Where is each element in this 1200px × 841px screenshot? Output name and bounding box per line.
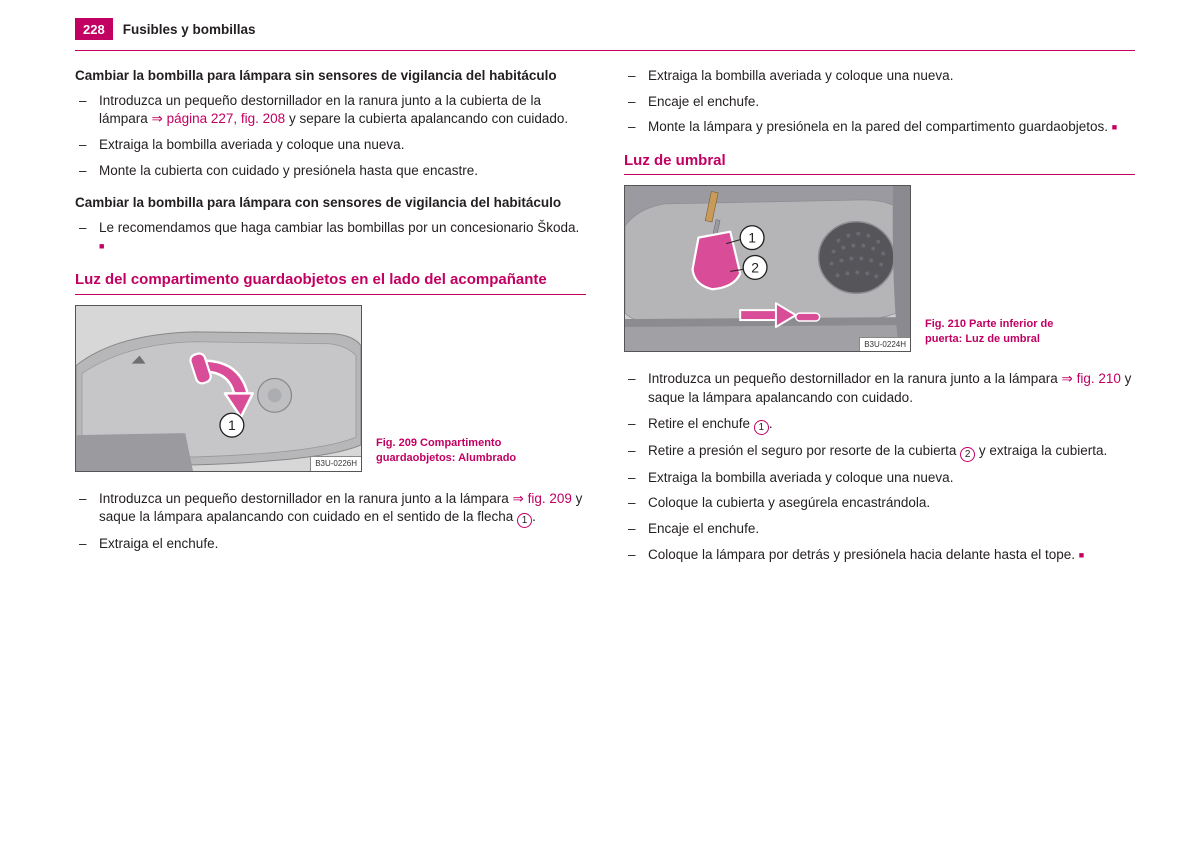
text: Introduzca un pequeño destornillador en … bbox=[648, 371, 1062, 386]
list-item: Encaje el enchufe. bbox=[624, 520, 1135, 539]
section-title: Luz del compartimento guardaobjetos en e… bbox=[75, 270, 586, 290]
cross-ref: ⇒ fig. 210 bbox=[1062, 371, 1121, 386]
list-item: Retire a presión el seguro por resorte d… bbox=[624, 442, 1135, 462]
list-item: Introduzca un pequeño destornillador en … bbox=[624, 370, 1135, 407]
subheading-1: Cambiar la bombilla para lámpara sin sen… bbox=[75, 67, 586, 86]
subheading-2: Cambiar la bombilla para lámpara con sen… bbox=[75, 194, 586, 213]
list-item: Le recomendamos que haga cambiar las bom… bbox=[75, 219, 586, 256]
list-item: Encaje el enchufe. bbox=[624, 93, 1135, 112]
text: Retire el enchufe bbox=[648, 416, 754, 431]
text: y extraiga la cubierta. bbox=[975, 443, 1107, 458]
ref-text: fig. 209 bbox=[528, 491, 572, 506]
svg-text:1: 1 bbox=[748, 230, 756, 246]
text: Introduzca un pequeño destornillador en … bbox=[99, 491, 513, 506]
list-item: Retire el enchufe 1. bbox=[624, 415, 1135, 435]
figure-code: B3U-0226H bbox=[310, 456, 361, 470]
figure-209-row: 1 B3U-0226H Fig. 209 Compartimento guard… bbox=[75, 305, 586, 472]
ref-text: página 227, fig. 208 bbox=[167, 111, 286, 126]
svg-text:2: 2 bbox=[751, 260, 759, 276]
figure-209: 1 B3U-0226H bbox=[75, 305, 362, 472]
right-column: Extraiga la bombilla averiada y coloque … bbox=[624, 67, 1135, 578]
list-item: Introduzca un pequeño destornillador en … bbox=[75, 490, 586, 529]
figure-209-svg: 1 bbox=[76, 306, 361, 472]
figure-210-caption: Fig. 210 Parte inferior de puerta: Luz d… bbox=[925, 317, 1070, 353]
section-rule bbox=[75, 294, 586, 295]
text: Monte la lámpara y presiónela en la pare… bbox=[648, 119, 1108, 134]
list-item: Extraiga la bombilla averiada y coloque … bbox=[624, 469, 1135, 488]
figure-210-svg: 1 2 bbox=[625, 186, 910, 352]
page-header: 228 Fusibles y bombillas bbox=[75, 18, 1135, 40]
text: Coloque la lámpara por detrás y presióne… bbox=[648, 547, 1075, 562]
svg-text:1: 1 bbox=[228, 417, 236, 433]
list-3: Introduzca un pequeño destornillador en … bbox=[75, 490, 586, 554]
figure-210: 1 2 B3U-0224H bbox=[624, 185, 911, 352]
chapter-title: Fusibles y bombillas bbox=[113, 18, 266, 40]
callout-1-icon: 1 bbox=[517, 513, 532, 528]
end-square-icon: ■ bbox=[1079, 550, 1084, 560]
section-rule bbox=[624, 174, 1135, 175]
list-item: Coloque la lámpara por detrás y presióne… bbox=[624, 546, 1135, 565]
left-column: Cambiar la bombilla para lámpara sin sen… bbox=[75, 67, 586, 578]
list-1: Introduzca un pequeño destornillador en … bbox=[75, 92, 586, 181]
text: Le recomendamos que haga cambiar las bom… bbox=[99, 220, 579, 235]
end-square-icon: ■ bbox=[1112, 122, 1117, 132]
list-2: Le recomendamos que haga cambiar las bom… bbox=[75, 219, 586, 256]
content-columns: Cambiar la bombilla para lámpara sin sen… bbox=[75, 67, 1135, 578]
header-rule bbox=[75, 50, 1135, 51]
cross-ref: ⇒ fig. 209 bbox=[513, 491, 572, 506]
callout-2-icon: 2 bbox=[960, 447, 975, 462]
page-number-badge: 228 bbox=[75, 18, 113, 40]
text: y separe la cubierta apalancando con cui… bbox=[285, 111, 568, 126]
list-item: Monte la cubierta con cuidado y presióne… bbox=[75, 162, 586, 181]
list-item: Extraiga la bombilla averiada y coloque … bbox=[624, 67, 1135, 86]
section-title: Luz de umbral bbox=[624, 151, 1135, 171]
list-item: Extraiga el enchufe. bbox=[75, 535, 586, 554]
figure-210-row: 1 2 B3U-0224H Fig. 210 Parte inferior de… bbox=[624, 185, 1135, 352]
text: Retire a presión el seguro por resorte d… bbox=[648, 443, 960, 458]
cross-ref: ⇒ página 227, fig. 208 bbox=[152, 111, 286, 126]
callout-1-icon: 1 bbox=[754, 420, 769, 435]
list-item: Extraiga la bombilla averiada y coloque … bbox=[75, 136, 586, 155]
figure-209-caption: Fig. 209 Compartimento guardaobjetos: Al… bbox=[376, 436, 521, 472]
right-main-list: Introduzca un pequeño destornillador en … bbox=[624, 370, 1135, 564]
figure-code: B3U-0224H bbox=[859, 337, 910, 351]
list-item: Introduzca un pequeño destornillador en … bbox=[75, 92, 586, 129]
ref-text: fig. 210 bbox=[1077, 371, 1121, 386]
right-top-list: Extraiga la bombilla averiada y coloque … bbox=[624, 67, 1135, 137]
end-square-icon: ■ bbox=[99, 241, 104, 251]
list-item: Monte la lámpara y presiónela en la pare… bbox=[624, 118, 1135, 137]
list-item: Coloque la cubierta y asegúrela encastrá… bbox=[624, 494, 1135, 513]
